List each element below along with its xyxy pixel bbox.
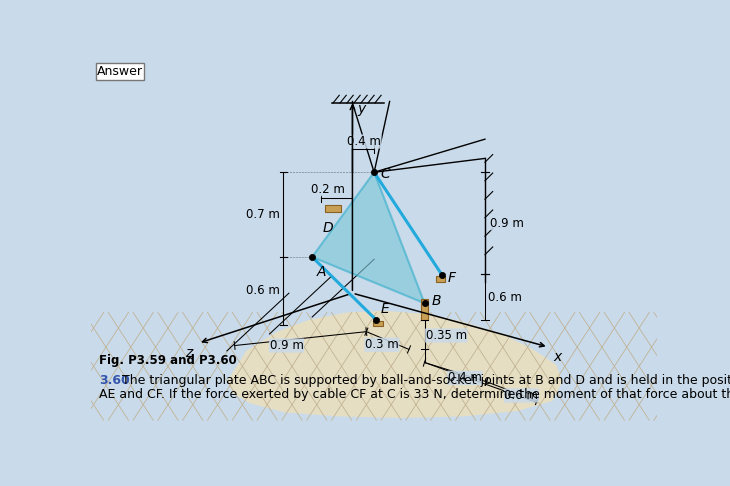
Text: Answer: Answer: [97, 65, 143, 78]
Text: 0.6 m: 0.6 m: [504, 389, 538, 402]
Bar: [326, 205, 341, 212]
Text: A: A: [317, 265, 326, 278]
Text: 0.35 m: 0.35 m: [426, 329, 466, 342]
Text: 0.3 m: 0.3 m: [365, 338, 399, 351]
Text: y: y: [357, 102, 365, 116]
Text: 0.7 m: 0.7 m: [246, 208, 280, 221]
Text: C: C: [380, 167, 390, 181]
Text: 3.60: 3.60: [99, 374, 130, 387]
Text: B: B: [431, 294, 441, 308]
Text: z: z: [185, 347, 192, 360]
Text: 0.4 m: 0.4 m: [448, 371, 482, 384]
Text: 0.4 m: 0.4 m: [347, 135, 381, 148]
Text: 0.9 m: 0.9 m: [490, 217, 523, 229]
Text: The triangular plate ABC is supported by ball-and-socket joints at B and D and i: The triangular plate ABC is supported by…: [118, 374, 730, 387]
Bar: [373, 321, 383, 326]
Text: F: F: [447, 271, 456, 285]
Text: E: E: [381, 302, 390, 316]
Polygon shape: [227, 311, 562, 418]
Text: 0.9 m: 0.9 m: [269, 339, 304, 352]
Text: Fig. P3.59 and P3.60: Fig. P3.59 and P3.60: [99, 354, 237, 366]
Bar: [421, 298, 429, 320]
Bar: [436, 276, 445, 281]
Text: D: D: [323, 221, 333, 235]
Text: 0.6 m: 0.6 m: [488, 291, 522, 304]
Text: 0.6 m: 0.6 m: [246, 284, 280, 297]
Polygon shape: [312, 172, 425, 303]
FancyBboxPatch shape: [96, 63, 144, 80]
Text: AE and CF. If the force exerted by cable CF at C is 33 N, determine the moment o: AE and CF. If the force exerted by cable…: [99, 387, 730, 400]
Text: 0.2 m: 0.2 m: [311, 183, 345, 196]
Text: x: x: [553, 350, 561, 364]
